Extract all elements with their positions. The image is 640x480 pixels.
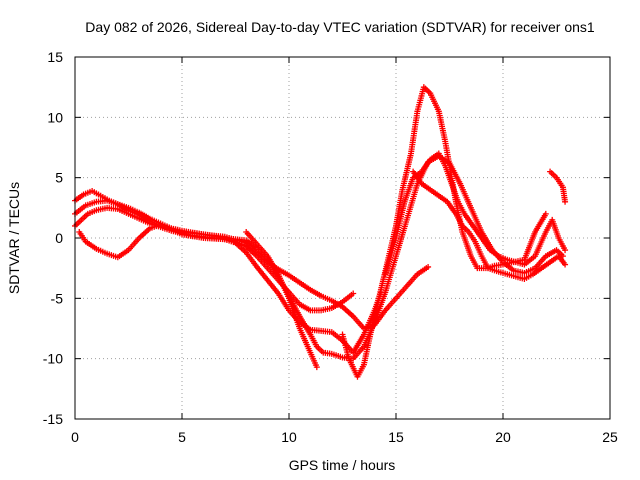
y-axis-label: SDTVAR / TECUs [6,182,22,294]
data-point [350,290,357,297]
x-tick-label: 25 [602,429,618,445]
y-tick-label: 15 [47,49,63,65]
data-point [542,210,549,217]
chart-title: Day 082 of 2026, Sidereal Day-to-day VTE… [85,19,595,35]
data-point [425,263,432,270]
data-point [313,364,320,371]
x-tick-label: 10 [281,429,297,445]
data-markers [72,84,569,380]
x-tick-label: 15 [388,429,404,445]
y-tick-label: -10 [43,351,63,367]
grid-lines [75,57,610,419]
series-track-d [76,221,385,356]
series-track-e [243,228,320,371]
axis-ticks: 0 5 10 15 20 25 -15 -10 -5 0 5 10 15 [43,49,618,445]
y-tick-label: -5 [51,290,64,306]
y-tick-label: 10 [47,109,63,125]
y-tick-label: 5 [55,170,63,186]
y-tick-label: -15 [43,411,63,427]
x-axis-label: GPS time / hours [289,457,396,473]
series-track-h [410,168,549,272]
x-tick-label: 0 [71,429,79,445]
data-point [562,247,569,254]
x-tick-label: 20 [495,429,511,445]
y-tick-label: 0 [55,230,63,246]
series-track-a [72,204,357,314]
data-point [562,261,569,268]
x-tick-label: 5 [178,429,186,445]
series-track-i [547,168,569,205]
data-point [562,198,569,205]
